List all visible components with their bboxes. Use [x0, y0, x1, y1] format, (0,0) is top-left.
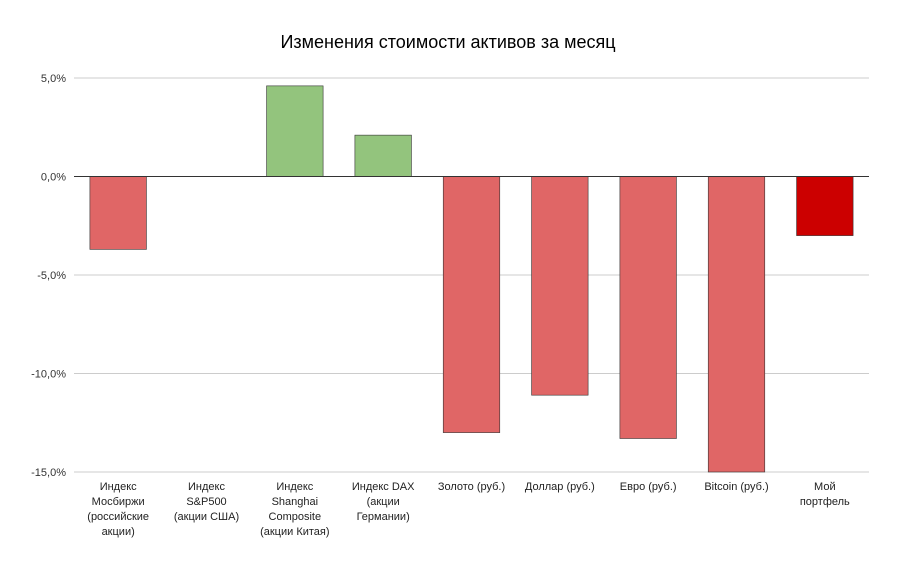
x-tick-label-line: Индекс	[188, 481, 225, 493]
x-tick-label-line: портфель	[800, 496, 850, 508]
x-tick-label-line: Золото (руб.)	[438, 481, 505, 493]
y-tick-label: -10,0%	[31, 369, 66, 381]
x-tick-label: Доллар (руб.)	[525, 481, 595, 493]
x-tick-label-line: (российские	[87, 511, 149, 523]
x-tick-label-line: Мой	[814, 481, 836, 493]
bar	[354, 134, 412, 177]
x-tick-label-line: (акции	[367, 496, 400, 508]
x-tick-label-line: Bitcoin (руб.)	[704, 481, 768, 493]
x-tick-label: Индекс DAX (акции Германии)	[352, 481, 415, 523]
bar	[796, 176, 854, 236]
chart-title: Изменения стоимости активов за месяц	[280, 32, 615, 52]
bar	[266, 85, 324, 177]
x-tick-label: Золото (руб.)	[438, 481, 505, 493]
bar	[442, 176, 501, 433]
y-tick-label: 5,0%	[41, 73, 66, 85]
x-tick-label: Евро (руб.)	[620, 481, 677, 493]
x-tick-label: Bitcoin (руб.)	[704, 481, 768, 493]
x-tick-label-line: (акции США)	[174, 511, 239, 523]
x-tick-label-line: Германии)	[357, 511, 410, 523]
x-tick-label-line: Евро (руб.)	[620, 481, 677, 493]
y-tick-label: -5,0%	[37, 270, 66, 282]
x-tick-label: Индекс Мосбиржи (российские акции)	[87, 481, 149, 538]
y-tick-label: -15,0%	[31, 467, 66, 479]
x-tick-label-line: Индекс	[276, 481, 313, 493]
x-tick-label-line: Shanghai	[272, 496, 319, 508]
x-tick-label-line: S&P500	[186, 496, 226, 508]
x-tick-label-line: Индекс DAX	[352, 481, 415, 493]
x-tick-label-line: Composite	[269, 511, 322, 523]
x-tick-label-line: акции)	[102, 526, 135, 538]
bar	[707, 176, 766, 473]
y-tick-label: 0,0%	[41, 172, 66, 184]
bar	[619, 176, 677, 439]
x-axis-labels: Индекс Мосбиржи (российские акции) Индекс S&P…	[87, 481, 850, 538]
bar	[531, 176, 589, 396]
x-tick-label-line: (акции Китая)	[260, 526, 329, 538]
x-tick-label: Индекс Shanghai Composite (акции Китая)	[260, 481, 329, 538]
y-axis-ticks: 5,0% 0,0% -5,0% -10,0% -15,0%	[31, 73, 66, 479]
x-tick-label-line: Индекс	[100, 481, 137, 493]
x-tick-label: Индекс S&P500 (акции США)	[174, 481, 239, 523]
x-tick-label-line: Мосбиржи	[92, 496, 145, 508]
bars	[89, 85, 854, 473]
x-tick-label-line: Доллар (руб.)	[525, 481, 595, 493]
x-tick-label: Мой портфель	[800, 481, 850, 508]
bar	[89, 176, 147, 250]
